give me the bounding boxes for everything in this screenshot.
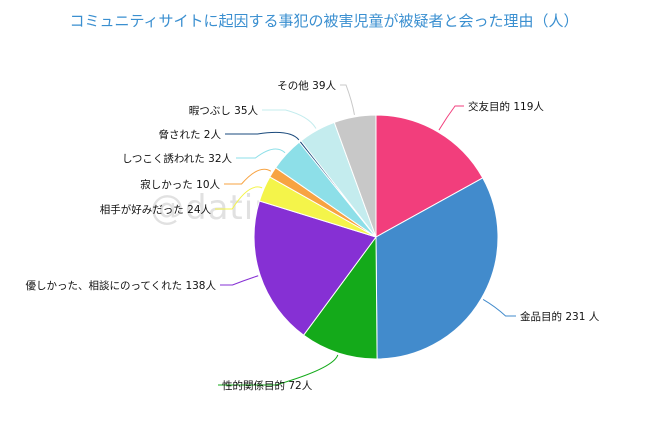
leader-line-8	[262, 109, 317, 129]
slice-label-4: 相手が好みだった 24人	[100, 203, 212, 216]
slice-label-6: しつこく誘われた 32人	[122, 152, 233, 165]
leader-line-0	[438, 105, 464, 131]
pie-slice-3[interactable]	[253, 200, 377, 336]
leader-line-1	[482, 299, 516, 317]
chart-title: コミュニティサイトに起因する事犯の被害児童が被疑者と会った理由（人）	[69, 12, 579, 30]
slice-label-2: 性的関係目的 72人	[222, 379, 313, 392]
leader-line-9	[340, 84, 355, 115]
leader-line-7	[225, 131, 300, 141]
pie-slice-2[interactable]	[302, 235, 378, 360]
slice-label-8: 暇つぶし 35人	[189, 105, 259, 117]
pie-slices	[253, 114, 499, 360]
slice-label-9: その他 39人	[277, 79, 336, 92]
leader-line-3	[220, 275, 259, 286]
leader-line-5	[224, 168, 272, 185]
slice-label-5: 寂しかった 10人	[140, 178, 220, 191]
slice-label-3: 優しかった、相談にのってくれた 138人	[25, 279, 216, 292]
pie-slice-1[interactable]	[375, 177, 499, 360]
pie-slice-0[interactable]	[375, 114, 484, 238]
leader-line-2	[218, 354, 339, 386]
slice-label-7: 脅された 2人	[158, 128, 221, 141]
leader-line-4	[215, 186, 263, 210]
leader-line-6	[236, 148, 286, 159]
slice-label-1: 金品目的 231 人	[520, 310, 600, 323]
slice-label-0: 交友目的 119人	[468, 100, 544, 113]
pie-slice-9[interactable]	[333, 114, 377, 238]
